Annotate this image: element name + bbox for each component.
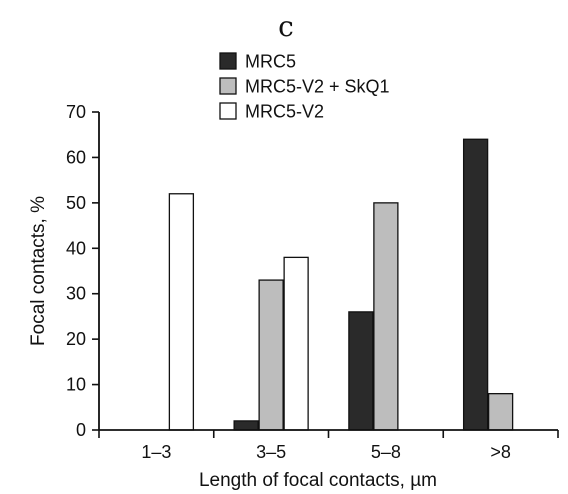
x-tick-label: 5–8 (371, 442, 401, 462)
legend-label: MRC5-V2 (245, 102, 324, 122)
legend-label: MRC5 (245, 52, 296, 72)
y-tick-label: 0 (76, 420, 86, 440)
y-tick-label: 20 (66, 329, 86, 349)
bar-mrc5-3 (348, 311, 374, 431)
x-tick-label: >8 (490, 442, 511, 462)
bars (168, 138, 514, 431)
y-tick-label: 10 (66, 375, 86, 395)
legend-swatch (219, 102, 237, 120)
legend: MRC5 MRC5-V2 + SkQ1 MRC5-V2 (219, 52, 390, 122)
x-axis-ticks: 1–3 3–5 5–8 >8 (98, 430, 559, 462)
bar-mrc5-v2-skq1-2 (258, 279, 284, 431)
legend-label: MRC5-V2 + SkQ1 (245, 77, 390, 97)
x-tick-label: 3–5 (256, 442, 286, 462)
bar-mrc5-v2-skq1-3 (373, 202, 399, 431)
legend-swatch (219, 52, 237, 70)
y-axis-ticks: 0 10 20 30 40 50 60 70 (66, 102, 99, 440)
bar-mrc5-v2-2 (283, 256, 309, 431)
y-tick-label: 50 (66, 193, 86, 213)
y-tick-label: 70 (66, 102, 86, 122)
y-tick-label: 40 (66, 238, 86, 258)
bar-mrc5-v2-1 (168, 193, 195, 431)
x-tick-label: 1–3 (141, 442, 171, 462)
legend-swatch (219, 77, 237, 95)
bar-mrc5-v2-skq1-4 (487, 393, 514, 431)
bar-mrc5-2 (233, 420, 259, 431)
panel-label: c (278, 10, 294, 43)
x-axis-title: Length of focal contacts, µm (199, 470, 437, 491)
bar-mrc5-4 (462, 138, 489, 431)
y-tick-label: 30 (66, 284, 86, 304)
y-axis-title: Focal contacts, % (28, 196, 49, 346)
y-tick-label: 60 (66, 147, 86, 167)
